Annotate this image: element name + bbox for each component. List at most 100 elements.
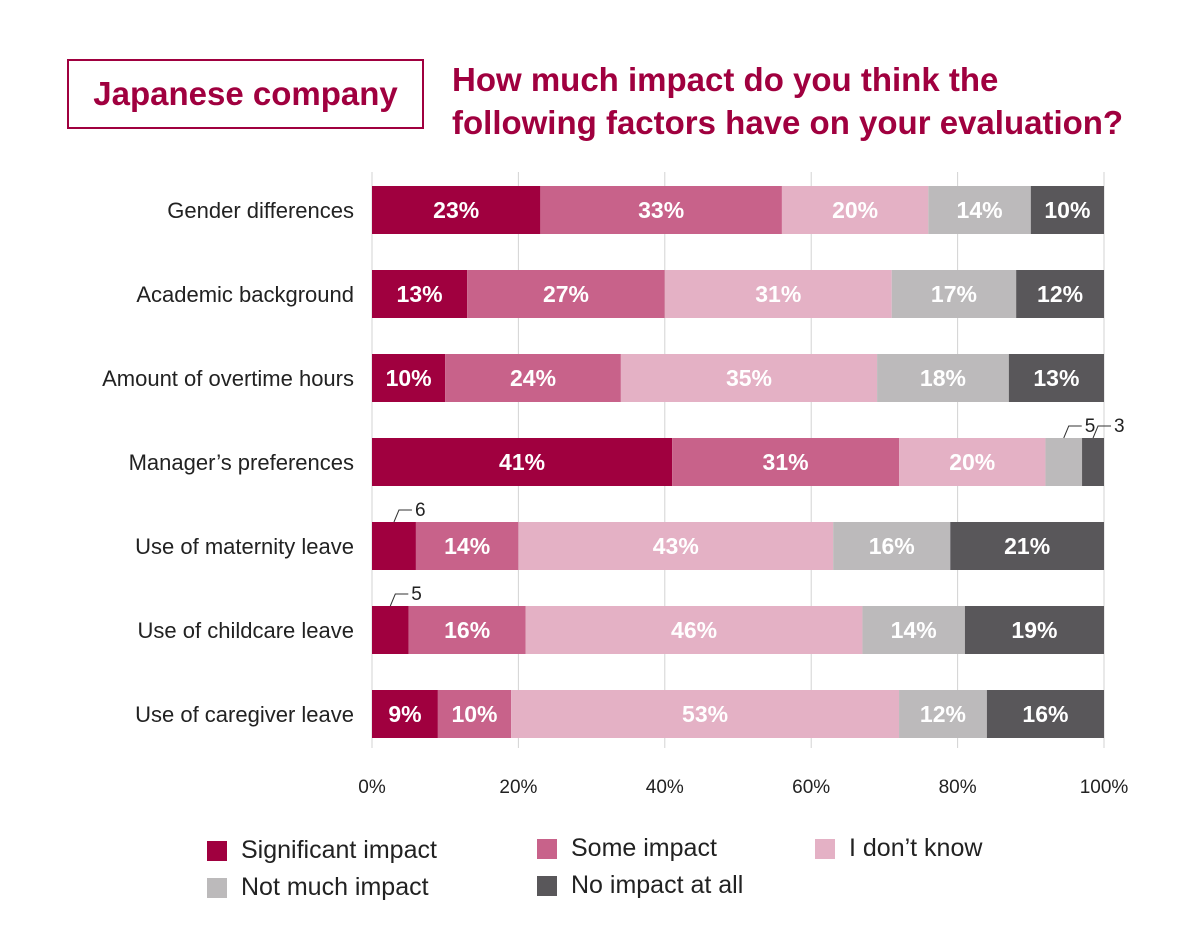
data-label: 10%: [1044, 197, 1090, 223]
callout-leader: [1063, 425, 1082, 439]
legend-label: I don’t know: [849, 834, 983, 862]
data-label: 13%: [397, 281, 443, 307]
data-label: 13%: [1033, 365, 1079, 391]
data-label: 33%: [638, 197, 684, 223]
company-badge-label: Japanese company: [93, 75, 398, 112]
data-label: 46%: [671, 617, 717, 643]
category-label: Amount of overtime hours: [102, 366, 354, 391]
callout-leader: [1092, 425, 1112, 439]
legend-item-significant-impact: Significant impact: [207, 836, 437, 865]
data-label: 16%: [869, 533, 915, 559]
bar-segment: [899, 438, 1046, 486]
data-label: 16%: [1022, 701, 1068, 727]
data-label: 20%: [832, 197, 878, 223]
callout-label: 5: [1085, 416, 1096, 437]
bar-segment: [877, 354, 1009, 402]
data-label: 31%: [763, 449, 809, 475]
legend-swatch: [537, 838, 557, 859]
data-label: 23%: [433, 197, 479, 223]
bar-segment: [511, 690, 900, 738]
callout-label: 3: [1114, 416, 1125, 437]
bar-segment: [415, 522, 519, 570]
bar-segment: [467, 270, 665, 318]
bar-segment: [1008, 354, 1104, 402]
bar-segment: [518, 522, 834, 570]
category-label: Use of childcare leave: [138, 618, 354, 643]
bar-segment: [540, 186, 782, 234]
data-label: 14%: [891, 617, 937, 643]
bar-segment: [1030, 186, 1104, 234]
x-tick-label: 20%: [499, 777, 537, 798]
callout-leader: [389, 593, 409, 607]
bar-segment: [1082, 438, 1104, 486]
legend-swatch: [815, 838, 835, 859]
bar-segment: [928, 186, 1031, 234]
legend-label: Significant impact: [241, 836, 437, 864]
legend-item-not-much-impact: Not much impact: [207, 873, 429, 902]
bar-segment: [833, 522, 951, 570]
data-label: 12%: [920, 701, 966, 727]
legend-swatch: [207, 840, 227, 861]
legend-swatch: [537, 875, 557, 896]
data-label: 20%: [949, 449, 995, 475]
legend-label: Some impact: [571, 834, 717, 862]
data-label: 10%: [386, 365, 432, 391]
data-label: 24%: [510, 365, 556, 391]
legend-label: Not much impact: [241, 873, 429, 901]
chart-title: How much impact do you think the followi…: [452, 58, 1172, 144]
legend-swatch: [207, 877, 227, 898]
data-label: 27%: [543, 281, 589, 307]
bar-segment: [862, 606, 965, 654]
data-label: 35%: [726, 365, 772, 391]
company-badge: Japanese company: [67, 59, 424, 129]
bar-segment: [372, 270, 468, 318]
bar-segment: [620, 354, 878, 402]
bar-segment: [372, 690, 438, 738]
data-label: 31%: [755, 281, 801, 307]
callout-label: 5: [411, 584, 422, 605]
data-label: 18%: [920, 365, 966, 391]
data-label: 53%: [682, 701, 728, 727]
bar-segment: [964, 606, 1104, 654]
bar-segment: [986, 690, 1104, 738]
data-label: 9%: [388, 701, 421, 727]
x-tick-label: 60%: [792, 777, 830, 798]
bar-segment: [1016, 270, 1104, 318]
legend-item-i-dont-know: I don’t know: [815, 834, 982, 863]
legend-item-no-impact-at-all: No impact at all: [537, 871, 743, 900]
x-tick-label: 0%: [358, 777, 386, 798]
bar-segment: [372, 438, 673, 486]
category-label: Use of maternity leave: [135, 534, 354, 559]
bar-segment: [525, 606, 863, 654]
data-label: 16%: [444, 617, 490, 643]
data-label: 41%: [499, 449, 545, 475]
data-label: 12%: [1037, 281, 1083, 307]
data-label: 43%: [653, 533, 699, 559]
bar-segment: [372, 522, 416, 570]
bar-segment: [781, 186, 929, 234]
x-tick-label: 100%: [1080, 777, 1129, 798]
x-tick-label: 40%: [646, 777, 684, 798]
chart-title-line-1: How much impact do you think the: [452, 61, 999, 98]
bar-segment: [672, 438, 900, 486]
bar-segment: [445, 354, 621, 402]
bar-segment: [372, 186, 541, 234]
legend-item-some-impact: Some impact: [537, 834, 717, 863]
data-label: 14%: [957, 197, 1003, 223]
chart-legend: Significant impact Some impact I don’t k…: [0, 832, 1201, 912]
bar-segment: [372, 606, 409, 654]
bar-segment: [1045, 438, 1083, 486]
bar-segment: [891, 270, 1017, 318]
bar-segment: [664, 270, 892, 318]
data-label: 10%: [451, 701, 497, 727]
callout-label: 6: [415, 500, 426, 521]
bar-segment: [950, 522, 1104, 570]
data-label: 19%: [1011, 617, 1057, 643]
category-label: Gender differences: [167, 198, 354, 223]
callout-leader: [393, 509, 412, 523]
legend-label: No impact at all: [571, 871, 744, 899]
data-label: 17%: [931, 281, 977, 307]
data-label: 21%: [1004, 533, 1050, 559]
chart-title-line-2: following factors have on your evaluatio…: [452, 104, 1124, 141]
